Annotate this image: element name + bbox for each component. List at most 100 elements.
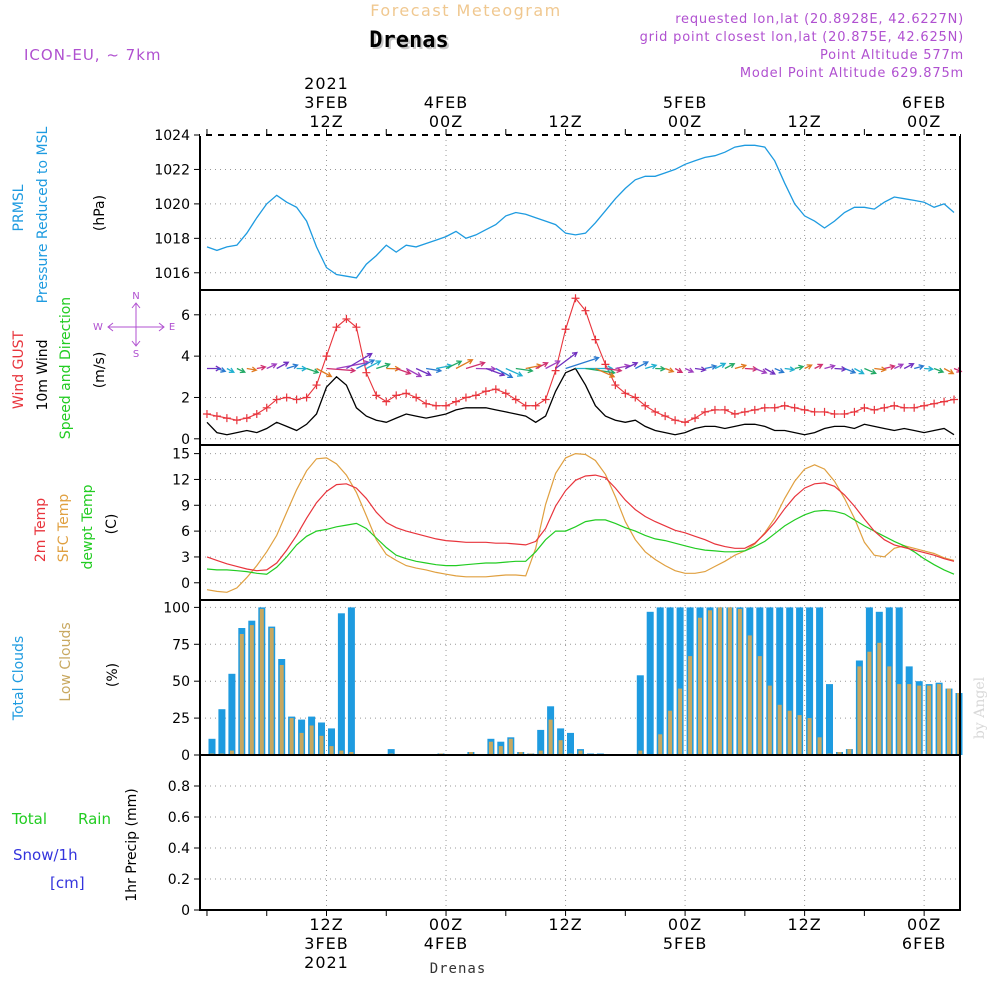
low-clouds-bar [917, 685, 922, 755]
gust-marker [362, 368, 371, 377]
gust-marker [222, 414, 231, 423]
panel-clouds: 0 25 50 75 100 [163, 599, 963, 764]
gust-marker [242, 414, 251, 423]
low-clouds-bar [947, 688, 951, 755]
wind-direction-arrow [943, 367, 955, 375]
gust-marker [770, 403, 779, 412]
direction-key-s: S [133, 349, 139, 360]
pressure-line [206, 144, 955, 279]
ytick-label: 2 [181, 390, 190, 406]
clouds-labels: Total Clouds Low Clouds (%) [11, 622, 121, 721]
gust-marker [461, 393, 470, 402]
wind-direction-arrow [286, 363, 299, 370]
wind-direction-arrow [465, 361, 486, 370]
wind-direction-arrow [415, 367, 432, 377]
wind-direction-arrow [794, 364, 805, 371]
pressure-label-prmsl: PRMSL [11, 184, 27, 231]
wind-direction-arrow [216, 367, 227, 373]
gust-marker [910, 403, 919, 412]
wind-direction-arrow [595, 367, 616, 378]
wind-direction-arrow [376, 362, 391, 370]
station-name-shadow: Drenas [371, 30, 450, 55]
bottom-time-label: 3FEB [304, 934, 348, 953]
wind-direction-arrow [774, 367, 785, 374]
low-clouds-bar [498, 746, 503, 755]
gust-marker [860, 403, 869, 412]
total-clouds-bar [387, 749, 395, 755]
bottom-time-label: 12Z [309, 915, 343, 934]
wind-direction-arrow [674, 367, 684, 373]
wind-label-10m: 10m Wind [35, 339, 51, 410]
total-clouds-bar [208, 738, 216, 755]
wind-direction-arrow [764, 367, 776, 375]
chart-title: Forecast Meteogram [370, 1, 561, 20]
wind-direction-arrow [426, 367, 443, 374]
gust-marker [332, 323, 341, 332]
low-clouds-bar [319, 735, 324, 755]
panels: 1016101810201022102402460369121502550751… [154, 128, 963, 919]
wind-direction-arrow [515, 367, 534, 374]
panel-precipitation: 0 0.2 0.4 0.6 0.8 [168, 754, 961, 919]
precip-label-unit: 1hr Precip (mm) [124, 788, 140, 901]
wind-label-unit: (m/s) [92, 352, 108, 389]
gust-marker [292, 395, 301, 404]
bottom-time-label: 00Z [429, 915, 463, 934]
low-clouds-bar [279, 665, 284, 755]
gust-marker [591, 335, 600, 344]
gust-marker [561, 325, 570, 334]
low-clouds-bar [329, 746, 334, 755]
wind-direction-arrow [664, 367, 675, 373]
wind-direction-arrow [236, 367, 247, 374]
gust-marker [272, 395, 281, 404]
gust-marker [442, 401, 451, 410]
gust-marker [432, 401, 441, 410]
low-clouds-bar [747, 635, 752, 755]
gust-marker [740, 407, 749, 416]
total-clouds-bar [646, 611, 654, 755]
total-clouds-bar [636, 675, 644, 755]
wind-label-dir: Speed and Direction [58, 297, 74, 439]
gust-marker [342, 314, 351, 323]
wind-direction-arrow [605, 367, 623, 374]
low-clouds-bar [259, 608, 264, 755]
gust-marker [671, 416, 680, 425]
wind-direction-arrow [754, 367, 768, 375]
clouds-label-total: Total Clouds [11, 636, 27, 721]
watermark: by Angel [972, 676, 988, 739]
wind-direction-arrow [256, 364, 267, 371]
clouds-label-unit: (%) [105, 663, 121, 687]
wind-direction-arrow [914, 364, 925, 370]
bottom-time-label: 4FEB [424, 934, 468, 953]
wind-direction-arrow [365, 360, 382, 370]
wind-direction-arrow [894, 363, 905, 370]
top-time-label: 12Z [548, 112, 582, 131]
gust-marker [252, 410, 261, 418]
wind-direction-arrow [824, 363, 836, 370]
gust-marker [621, 389, 630, 398]
wind-direction-arrow [356, 359, 376, 370]
low-clouds-bar [658, 734, 663, 755]
panel-frame [199, 444, 961, 601]
wind-direction-arrow [924, 365, 935, 372]
bottom-time-label: 6FEB [902, 934, 946, 953]
wind-direction-arrow [455, 359, 474, 370]
bottom-time-label: 12Z [548, 915, 582, 934]
ytick-label: 0.6 [168, 810, 190, 826]
ytick-label: 15 [172, 447, 190, 463]
ytick-label: 1022 [154, 162, 190, 178]
gust-marker [372, 391, 381, 400]
top-time-label: 6FEB [902, 93, 946, 112]
top-time-label: 12Z [309, 112, 343, 131]
total-clouds-bar [228, 673, 236, 755]
total-clouds-bar [347, 607, 355, 755]
wind-direction-arrow [684, 367, 695, 374]
total-clouds-bar [567, 732, 574, 755]
ytick-label: 6 [181, 524, 190, 540]
gust-marker [800, 405, 809, 414]
ytick-label: 1020 [154, 197, 190, 213]
low-clouds-bar [468, 752, 473, 755]
total-clouds-bar [816, 607, 824, 755]
low-clouds-bar [797, 715, 802, 755]
